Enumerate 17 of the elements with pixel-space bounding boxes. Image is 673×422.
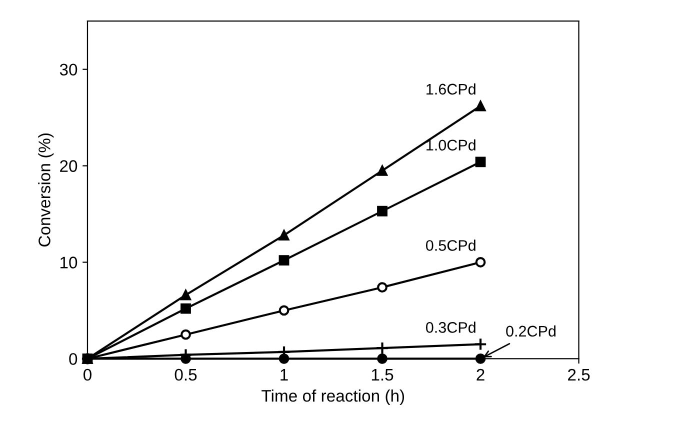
y-tick-label: 20: [60, 160, 78, 172]
x-tick-label: 0: [84, 368, 92, 381]
series-label: 0.5CPd: [426, 240, 476, 251]
x-tick-label: 1: [280, 369, 288, 380]
y-tick-label: 0: [69, 353, 78, 365]
x-axis-title: Time of reaction (h): [262, 390, 404, 406]
series-label: 0.3CPd: [426, 322, 476, 333]
x-tick-label: 1.5: [372, 369, 394, 381]
series-label: 1.6CPd: [426, 83, 476, 95]
x-tick-label: 2: [476, 368, 484, 380]
series-label: 0.2CPd: [506, 325, 556, 337]
series-label: 1.0CPd: [426, 139, 476, 151]
y-tick-label: 30: [60, 64, 78, 76]
x-tick-label: 2.5: [568, 368, 590, 381]
y-tick-label: 10: [60, 256, 78, 268]
x-tick-label: 0.5: [174, 368, 197, 381]
y-axis-title: Conversion (%): [38, 134, 54, 246]
